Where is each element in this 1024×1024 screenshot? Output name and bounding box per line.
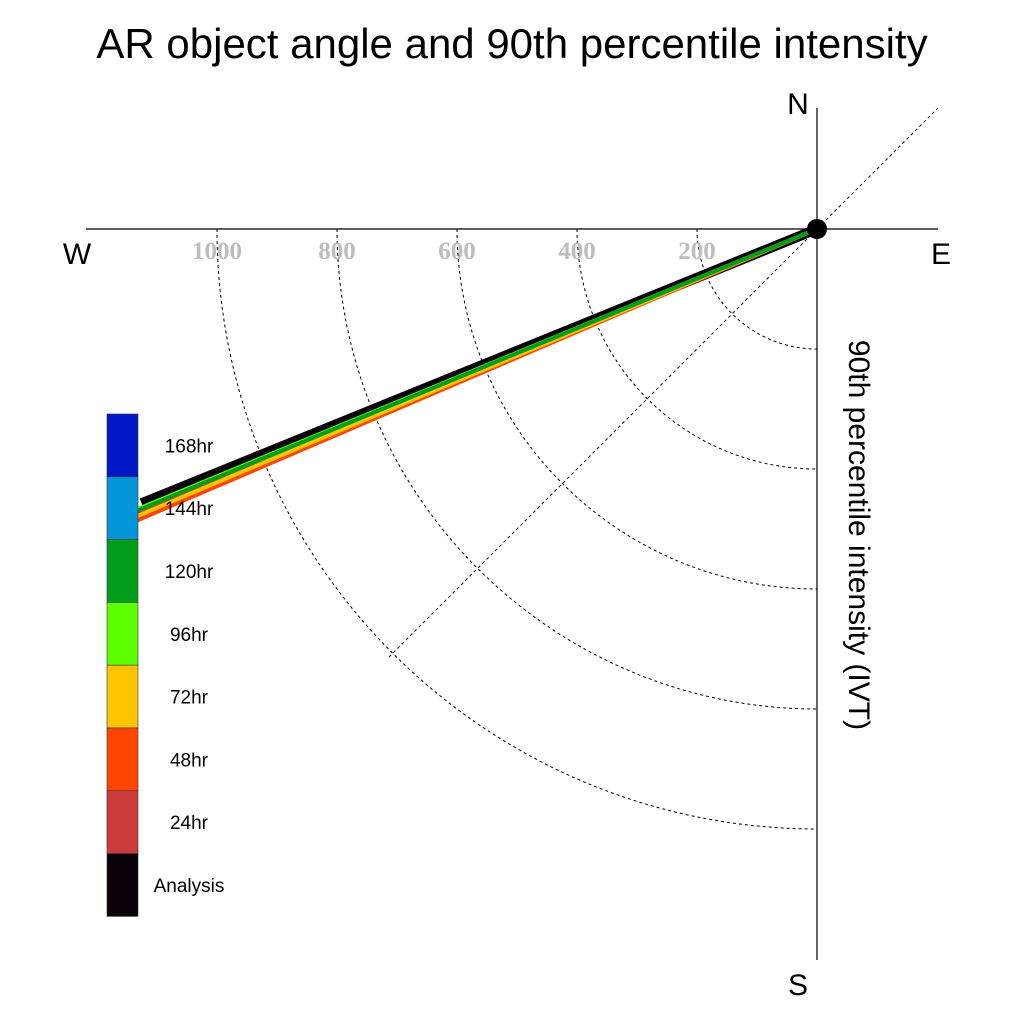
origin-marker <box>807 219 827 239</box>
legend-swatch-168hr <box>106 413 139 478</box>
legend-label: 48hr <box>170 750 209 771</box>
grid-arc-2 <box>456 228 818 590</box>
grid-arc-1 <box>576 228 818 470</box>
compass-south-label: S <box>788 969 808 1002</box>
compass-north-label: N <box>787 88 809 121</box>
legend-label: 120hr <box>165 562 214 583</box>
compass-west-label: W <box>63 238 92 271</box>
legend-swatch-96hr <box>106 602 139 666</box>
grid-arc-0 <box>696 228 818 350</box>
radial-tick-label: 1000 <box>192 238 242 265</box>
radial-tick-labels: 200 400 600 800 1000 <box>192 238 716 265</box>
radial-tick-label: 400 <box>558 238 596 265</box>
grid-arc-4 <box>216 228 818 830</box>
radial-tick-label: 600 <box>438 238 476 265</box>
legend-label: 96hr <box>170 625 209 646</box>
compass-east-label: E <box>931 238 951 271</box>
legend-swatch-72hr <box>106 664 139 729</box>
legend: 168hr 144hr 120hr 96hr 72hr 48hr 24hr Analysis <box>106 413 225 917</box>
series-layer <box>132 224 819 524</box>
legend-swatch-48hr <box>106 727 139 792</box>
legend-label: 24hr <box>170 813 209 834</box>
series-line-120hr <box>137 227 818 513</box>
legend-label: Analysis <box>154 876 225 897</box>
legend-label: 168hr <box>165 436 214 457</box>
radial-tick-label: 800 <box>318 238 356 265</box>
legend-label: 72hr <box>170 688 209 709</box>
chart-title: AR object angle and 90th percentile inte… <box>96 20 927 67</box>
legend-swatch-144hr <box>106 476 139 540</box>
y-axis-label: 90th percentile intensity (IVT) <box>842 340 875 730</box>
grid-layer <box>216 107 939 830</box>
legend-swatch-24hr <box>106 790 139 854</box>
radial-tick-label: 200 <box>678 238 716 265</box>
legend-label: 144hr <box>165 499 214 520</box>
legend-swatch-analysis <box>106 853 139 917</box>
legend-swatch-120hr <box>106 539 139 603</box>
